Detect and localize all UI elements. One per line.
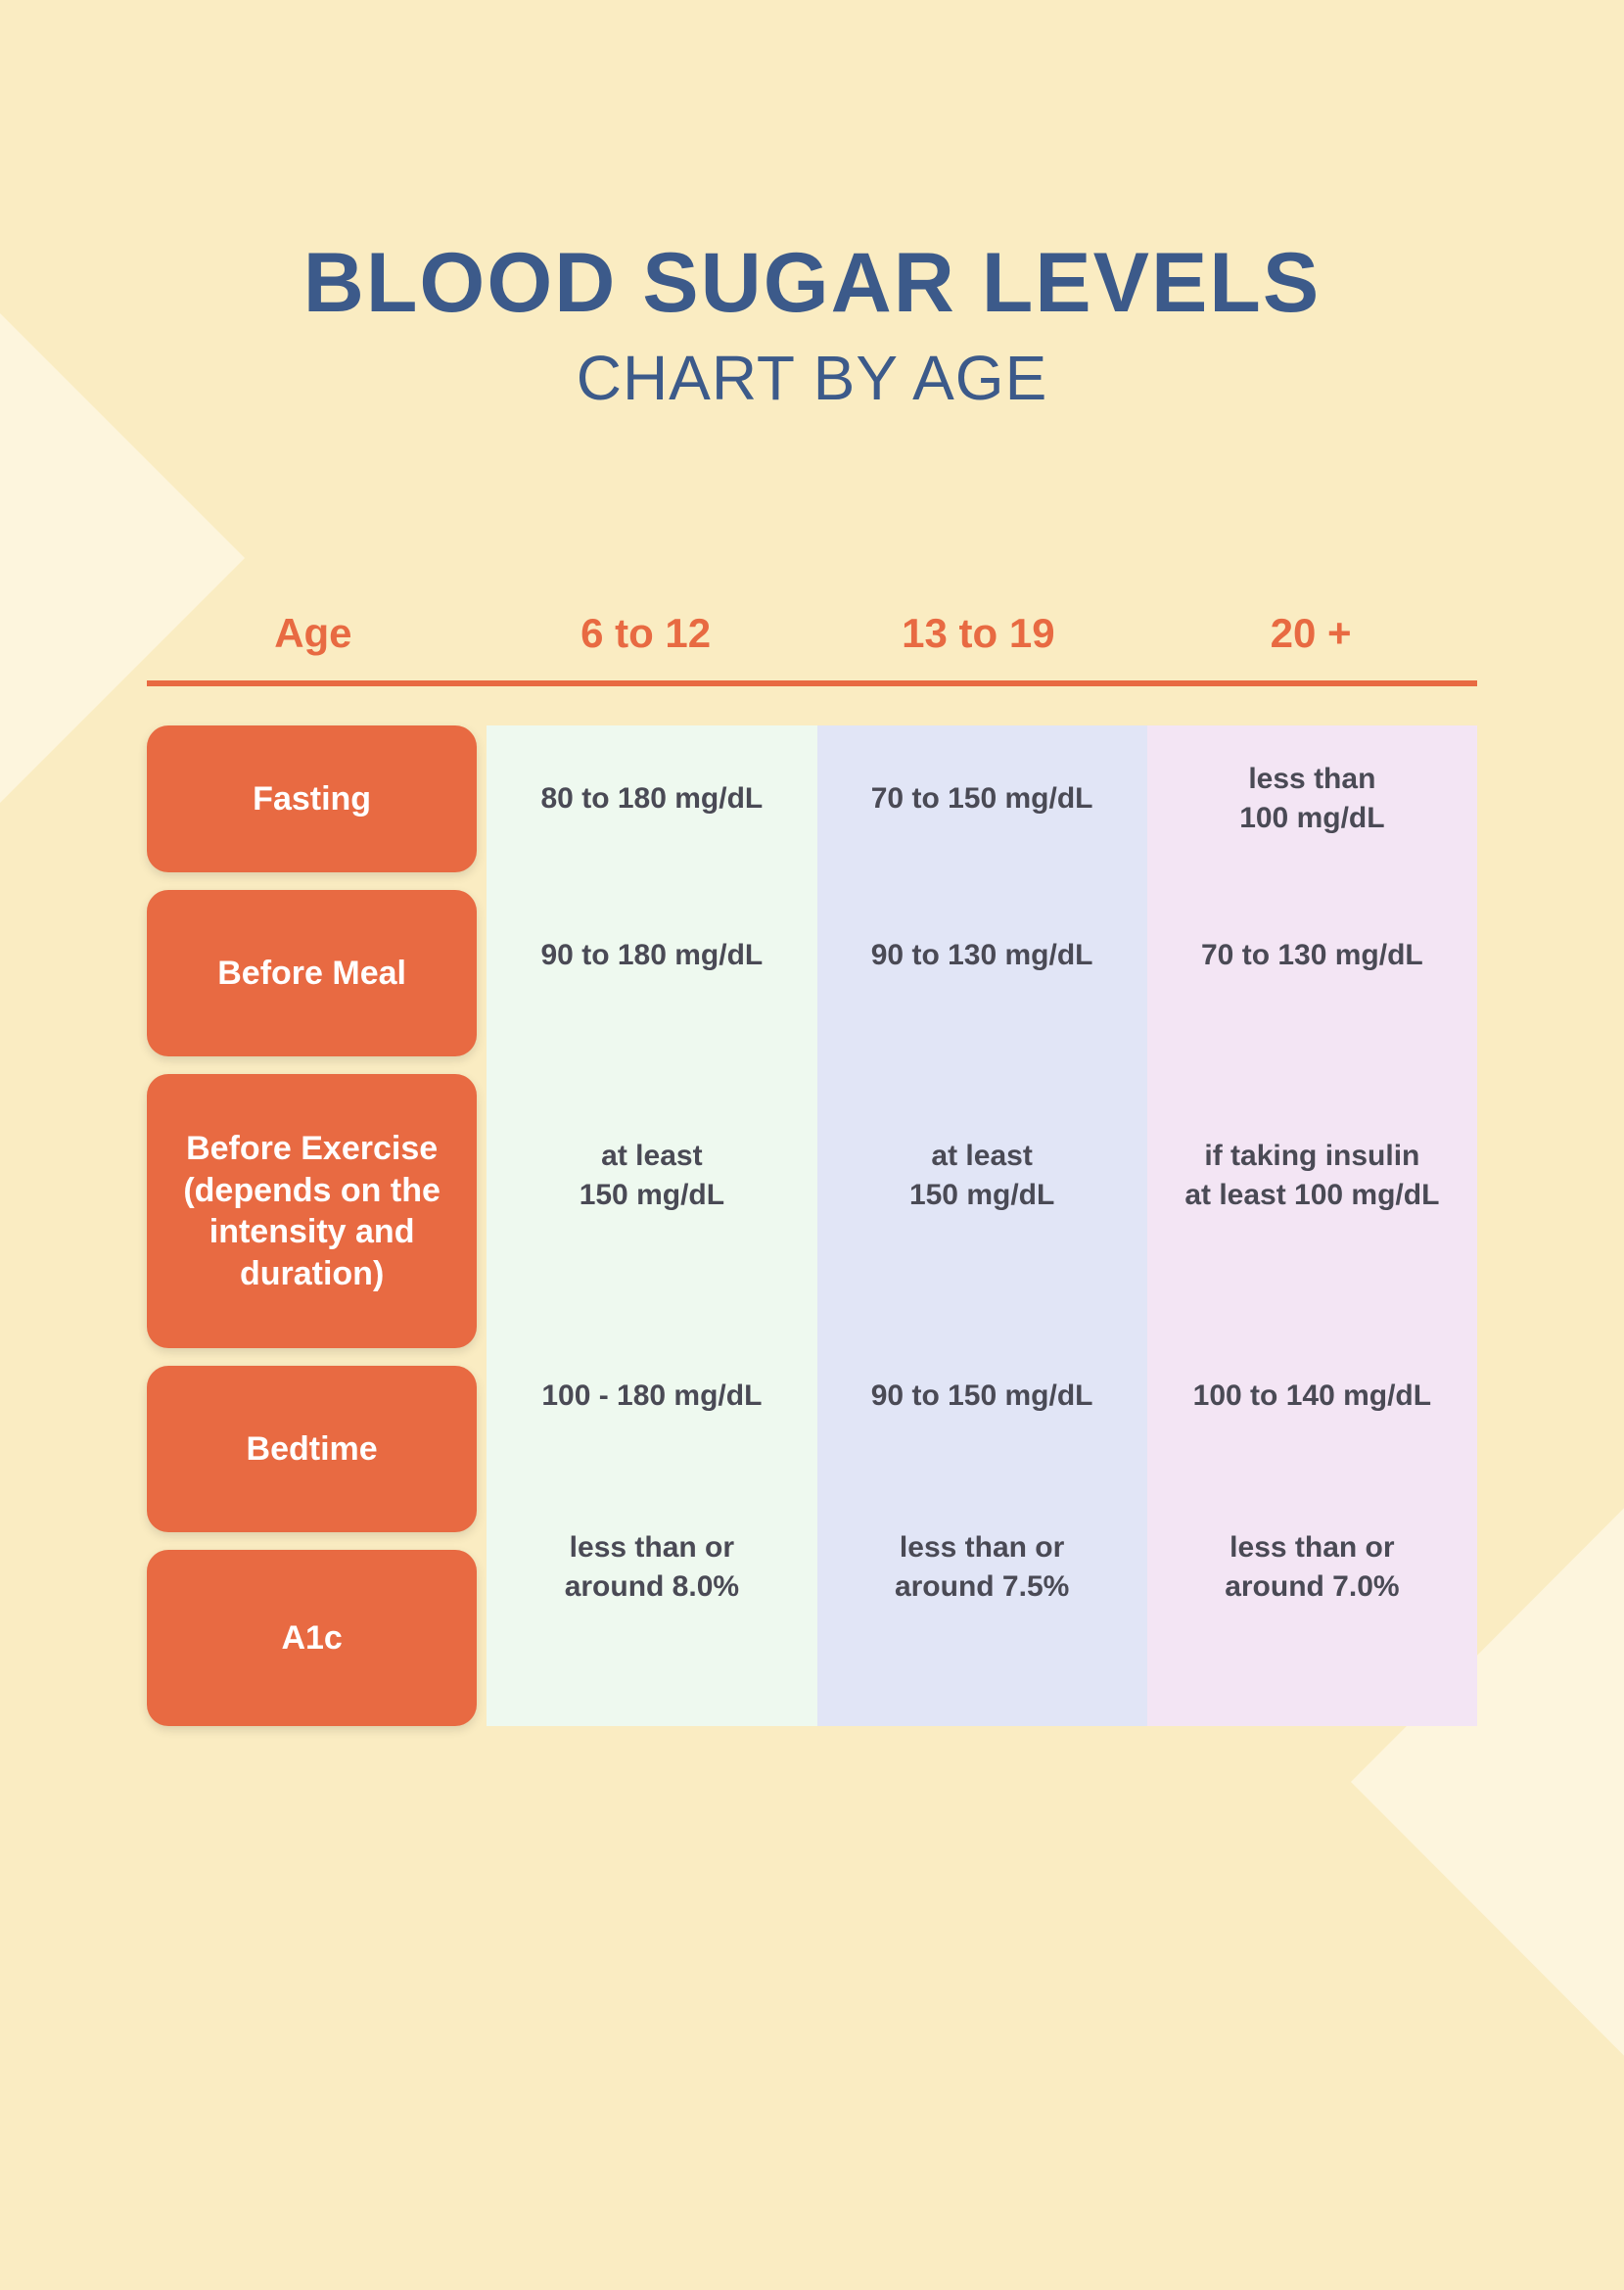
cell-20plus-bedtime: 100 to 140 mg/dL [1147, 1313, 1477, 1479]
column-20plus: less than 100 mg/dL 70 to 130 mg/dL if t… [1147, 725, 1477, 1726]
row-label-bedtime: Bedtime [147, 1366, 477, 1532]
header-20plus: 20 + [1144, 610, 1477, 657]
cell-13-19-before-exercise: at least 150 mg/dL [817, 1039, 1147, 1313]
cell-20plus-fasting: less than 100 mg/dL [1147, 725, 1477, 872]
cell-13-19-a1c: less than or around 7.5% [817, 1479, 1147, 1656]
chart-body: Fasting Before Meal Before Exercise (dep… [147, 725, 1477, 1726]
row-label-fasting: Fasting [147, 725, 477, 872]
cell-6-12-fasting: 80 to 180 mg/dL [487, 725, 816, 872]
cell-13-19-fasting: 70 to 150 mg/dL [817, 725, 1147, 872]
cell-13-19-before-meal: 90 to 130 mg/dL [817, 872, 1147, 1039]
page-title: BLOOD SUGAR LEVELS [147, 235, 1477, 332]
cell-20plus-before-meal: 70 to 130 mg/dL [1147, 872, 1477, 1039]
row-label-a1c: A1c [147, 1550, 477, 1726]
row-label-before-meal: Before Meal [147, 890, 477, 1056]
column-6-12: 80 to 180 mg/dL 90 to 180 mg/dL at least… [487, 725, 816, 1726]
cell-13-19-bedtime: 90 to 150 mg/dL [817, 1313, 1147, 1479]
cell-6-12-bedtime: 100 - 180 mg/dL [487, 1313, 816, 1479]
header-row: Age 6 to 12 13 to 19 20 + [147, 610, 1477, 686]
cell-6-12-before-meal: 90 to 180 mg/dL [487, 872, 816, 1039]
blood-sugar-chart: Age 6 to 12 13 to 19 20 + Fasting Before… [147, 610, 1477, 1726]
title-block: BLOOD SUGAR LEVELS CHART BY AGE [147, 235, 1477, 414]
header-6-12: 6 to 12 [480, 610, 812, 657]
cell-20plus-a1c: less than or around 7.0% [1147, 1479, 1477, 1656]
row-labels-column: Fasting Before Meal Before Exercise (dep… [147, 725, 487, 1726]
page-subtitle: CHART BY AGE [147, 342, 1477, 414]
cell-20plus-before-exercise: if taking insulin at least 100 mg/dL [1147, 1039, 1477, 1313]
cell-6-12-a1c: less than or around 8.0% [487, 1479, 816, 1656]
row-label-before-exercise: Before Exercise (depends on the intensit… [147, 1074, 477, 1348]
page-content: BLOOD SUGAR LEVELS CHART BY AGE Age 6 to… [0, 0, 1624, 2290]
header-13-19: 13 to 19 [812, 610, 1145, 657]
column-13-19: 70 to 150 mg/dL 90 to 130 mg/dL at least… [817, 725, 1147, 1726]
cell-6-12-before-exercise: at least 150 mg/dL [487, 1039, 816, 1313]
header-age: Age [147, 610, 480, 657]
